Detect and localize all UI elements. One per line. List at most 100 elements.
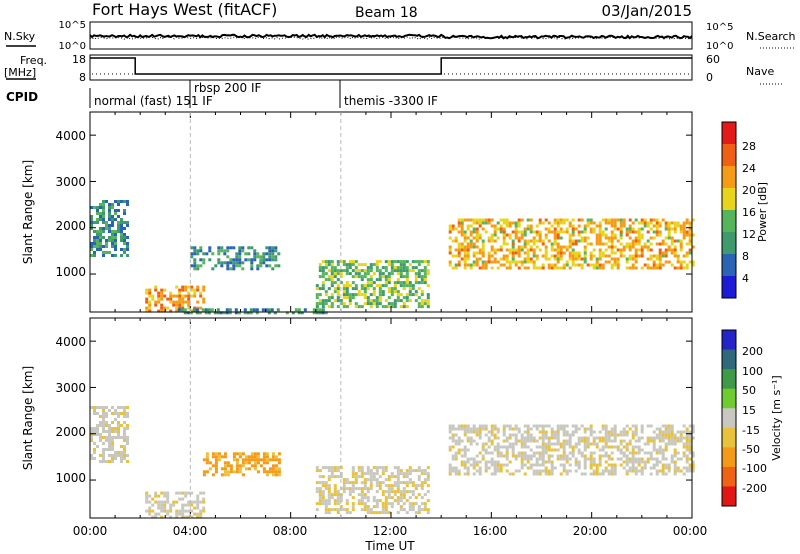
heatmap-cell <box>457 218 461 222</box>
heatmap-cell <box>598 436 602 440</box>
heatmap-cell <box>93 457 96 460</box>
heatmap-cell <box>472 457 476 461</box>
heatmap-cell <box>499 224 503 228</box>
heatmap-cell <box>330 469 334 473</box>
heatmap-cell <box>366 490 370 494</box>
heatmap-cell <box>583 257 587 261</box>
heatmap-cell <box>175 306 179 310</box>
heatmap-cell <box>520 263 524 267</box>
heatmap-cell <box>634 430 638 434</box>
heatmap-cell <box>487 436 491 440</box>
heatmap-cell <box>333 484 337 488</box>
heatmap-cell <box>181 294 185 298</box>
heatmap-cell <box>517 224 521 228</box>
heatmap-cell <box>580 236 584 240</box>
heatmap-cell <box>577 224 581 228</box>
heatmap-cell <box>532 454 536 458</box>
heatmap-cell <box>493 239 497 243</box>
heatmap-cell <box>360 502 364 506</box>
heatmap-cell <box>463 263 467 267</box>
power-cbar-tick-8: 8 <box>742 250 749 263</box>
heatmap-cell <box>673 227 677 231</box>
heatmap-cell <box>472 230 476 234</box>
heatmap-cell <box>160 491 164 495</box>
heatmap-cell <box>598 430 602 434</box>
heatmap-cell <box>505 257 509 261</box>
heatmap-cell <box>384 469 388 473</box>
heatmap-cell <box>676 439 680 443</box>
heatmap-cell <box>336 299 340 303</box>
heatmap-cell <box>517 248 521 252</box>
heatmap-cell <box>637 463 641 467</box>
heatmap-cell <box>381 305 385 309</box>
heatmap-cell <box>577 254 581 258</box>
heatmap-cell <box>321 299 325 303</box>
heatmap-cell <box>324 508 328 512</box>
heatmap-cell <box>324 511 328 515</box>
heatmap-cell <box>640 469 644 473</box>
heatmap-cell <box>463 472 467 476</box>
heatmap-cell <box>664 424 668 428</box>
heatmap-cell <box>336 263 340 267</box>
heatmap-cell <box>472 466 476 470</box>
heatmap-cell <box>457 254 461 258</box>
heatmap-cell <box>577 251 581 255</box>
heatmap-cell <box>235 470 239 474</box>
heatmap-cell <box>321 466 325 470</box>
heatmap-cell <box>640 245 644 249</box>
heatmap-cell <box>631 433 635 437</box>
heatmap-cell <box>351 293 355 297</box>
heatmap-cell <box>202 470 206 474</box>
heatmap-cell <box>652 439 656 443</box>
heatmap-cell <box>586 436 590 440</box>
heatmap-cell <box>556 442 560 446</box>
heatmap-cell <box>96 245 99 248</box>
heatmap-cell <box>102 206 105 209</box>
heatmap-cell <box>114 430 117 433</box>
heatmap-cell <box>318 499 322 503</box>
heatmap-cell <box>411 269 415 273</box>
heatmap-cell <box>484 442 488 446</box>
heatmap-cell <box>222 311 226 315</box>
heatmap-cell <box>123 239 126 242</box>
heatmap-cell <box>123 212 126 215</box>
heatmap-cell <box>372 272 376 276</box>
heatmap-cell <box>691 451 695 455</box>
heatmap-cell <box>111 448 114 451</box>
heatmap-cell <box>336 278 340 282</box>
heatmap-cell <box>544 460 548 464</box>
heatmap-cell <box>214 458 218 462</box>
heatmap-cell <box>619 221 623 225</box>
heatmap-cell <box>571 248 575 252</box>
heatmap-cell <box>505 218 509 222</box>
heatmap-cell <box>184 288 188 292</box>
heatmap-cell <box>241 261 245 265</box>
heatmap-cell <box>226 470 230 474</box>
heatmap-cell <box>232 470 236 474</box>
heatmap-cell <box>253 455 257 459</box>
heatmap-cell <box>190 509 194 513</box>
heatmap-cell <box>336 272 340 276</box>
heatmap-cell <box>493 248 497 252</box>
heatmap-cell <box>553 433 557 437</box>
heatmap-cell <box>532 263 536 267</box>
heatmap-cell <box>562 466 566 470</box>
heatmap-cell <box>417 287 421 291</box>
heatmap-cell <box>520 218 524 222</box>
heatmap-cell <box>496 442 500 446</box>
heatmap-cell <box>345 263 349 267</box>
heatmap-cell <box>658 445 662 449</box>
heatmap-cell <box>517 427 521 431</box>
heatmap-cell <box>559 445 563 449</box>
heatmap-cell <box>670 242 674 246</box>
heatmap-cell <box>187 291 191 295</box>
heatmap-cell <box>157 291 161 295</box>
heatmap-cell <box>469 218 473 222</box>
heatmap-cell <box>478 251 482 255</box>
heatmap-cell <box>193 306 197 310</box>
heatmap-cell <box>517 230 521 234</box>
heatmap-cell <box>493 427 497 431</box>
heatmap-cell <box>514 457 518 461</box>
heatmap-cell <box>114 209 117 212</box>
heatmap-cell <box>514 224 518 228</box>
